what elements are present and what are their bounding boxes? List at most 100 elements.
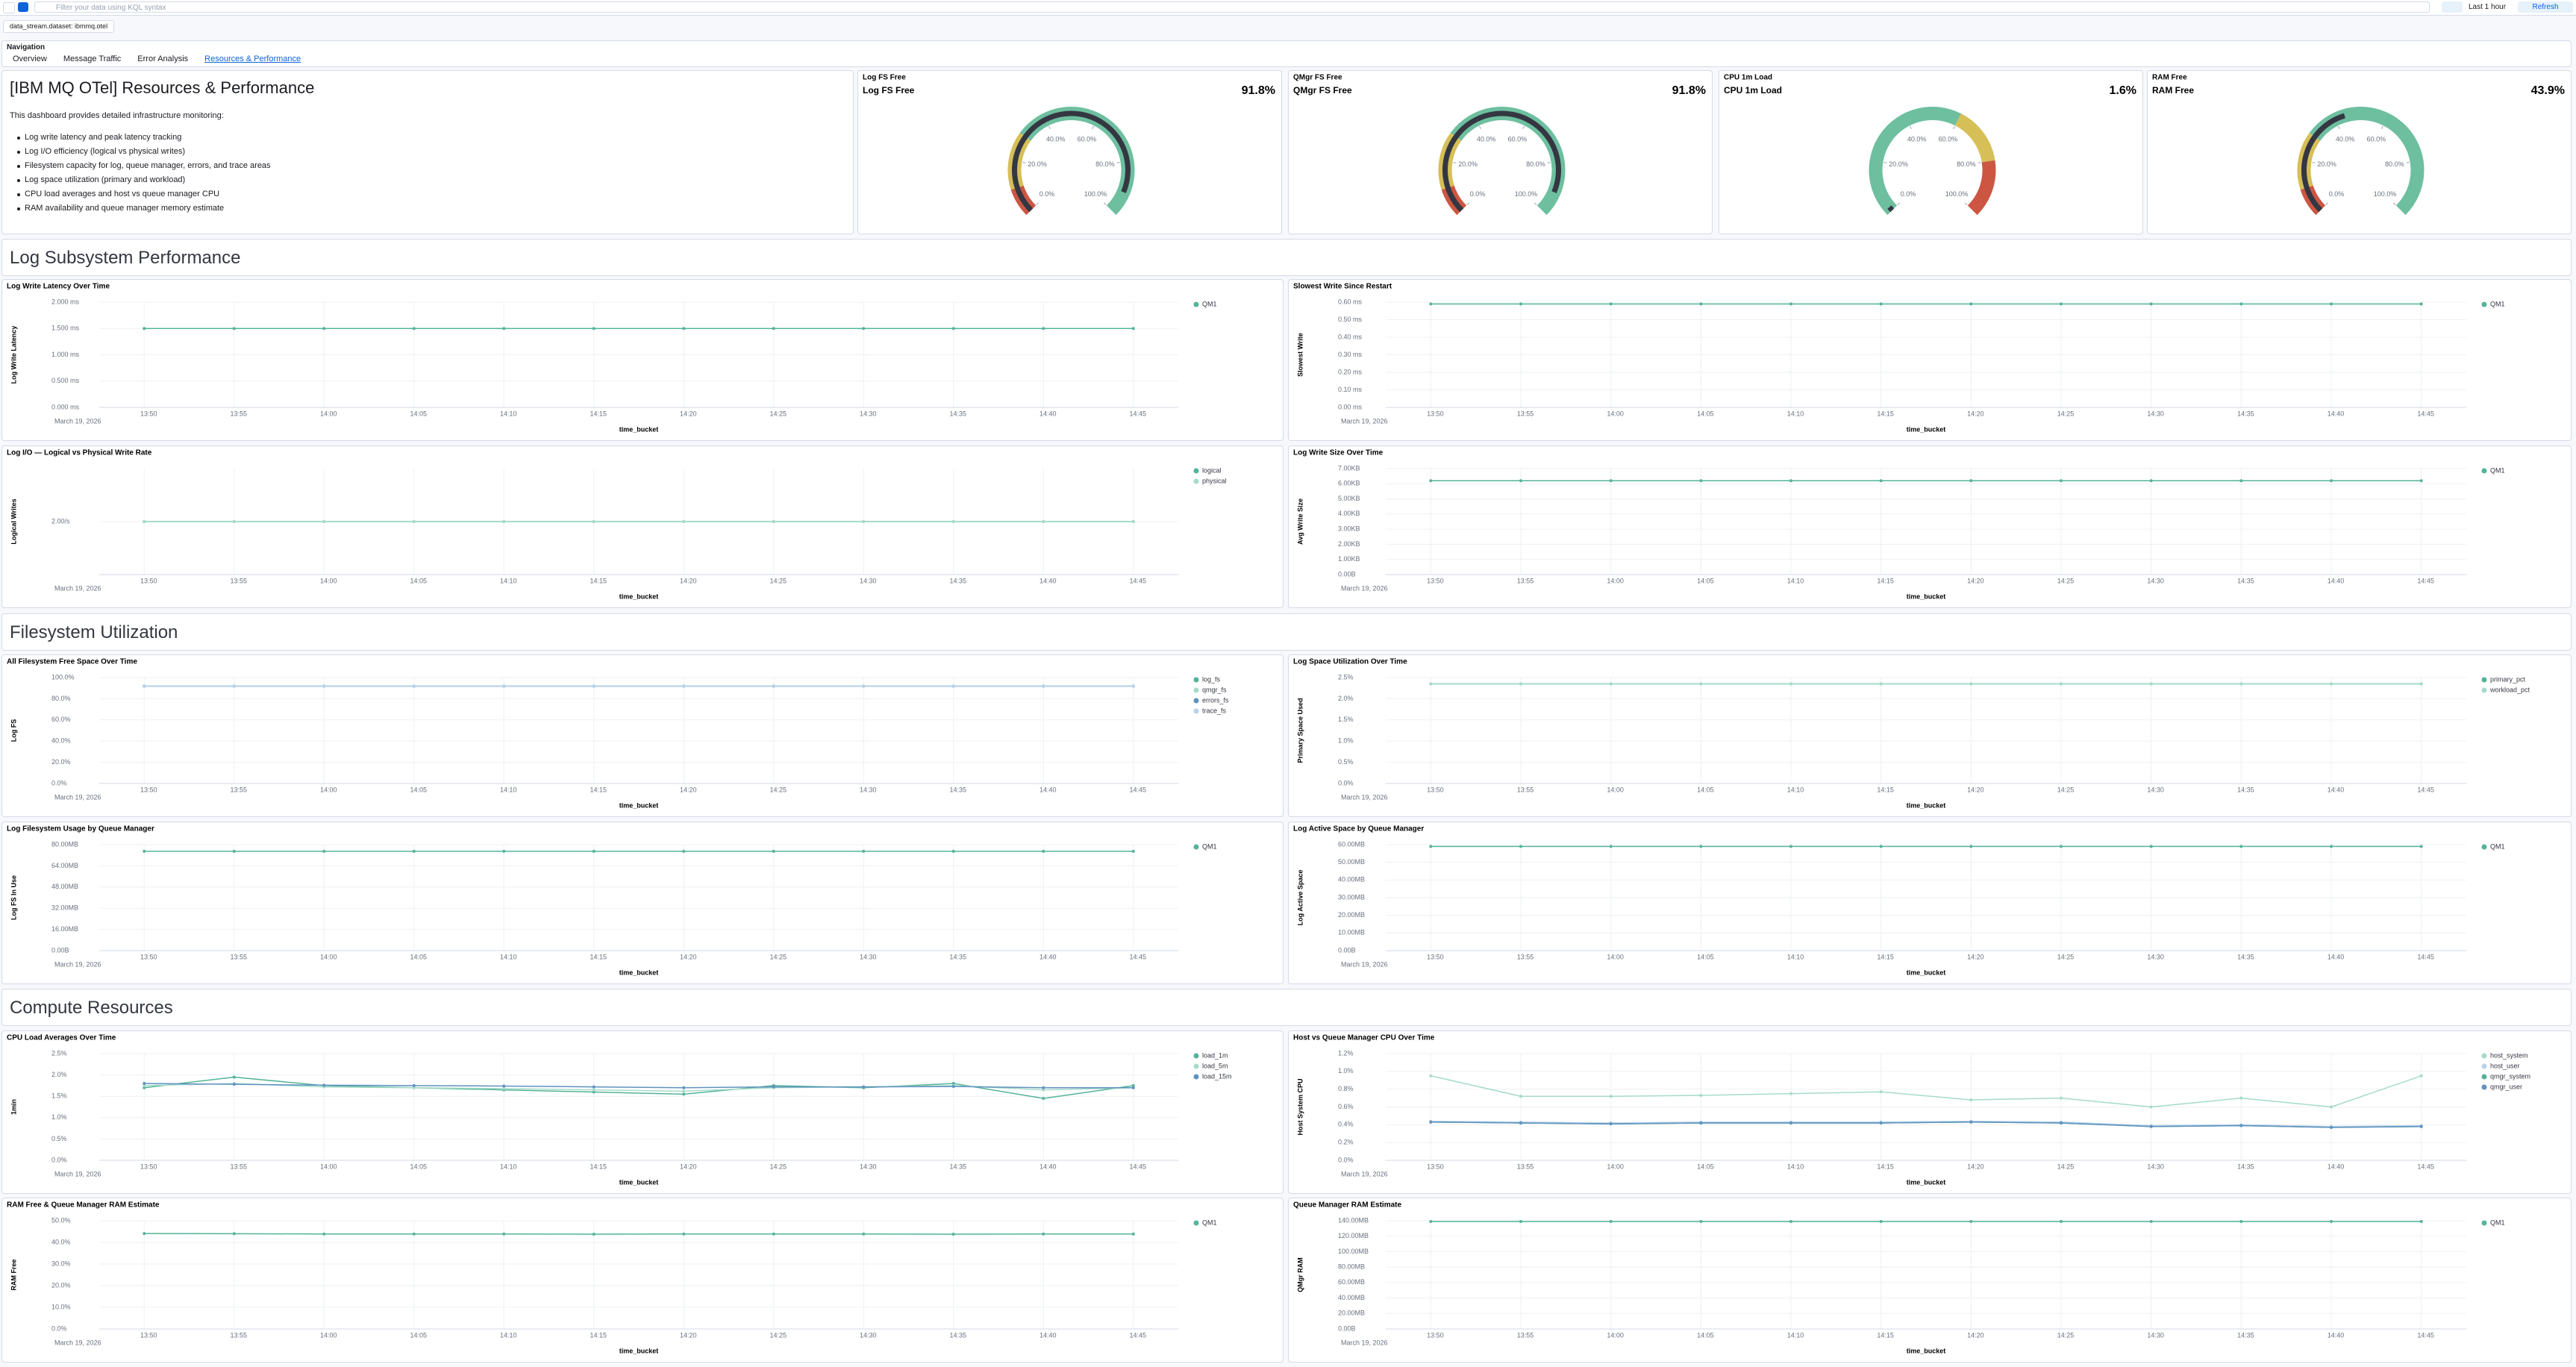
gauge-tick-label: 100.0% — [1084, 190, 1107, 198]
legend-swatch — [1193, 708, 1199, 714]
data-point — [1429, 1220, 1433, 1224]
data-point — [1699, 682, 1703, 686]
chart-title: Log Write Size Over Time — [1293, 449, 1384, 457]
line-chart: Log Active Space by Queue Manager 13:50 13… — [1293, 825, 2505, 977]
gauge-tick-label: 20.0% — [1458, 160, 1478, 168]
intro-text: This dashboard provides detailed infrast… — [10, 111, 224, 120]
x-tick-label: 14:40 — [2328, 1331, 2345, 1339]
x-tick-label: 14:45 — [1129, 1331, 1146, 1339]
y-tick-label: 1.5% — [1338, 716, 1354, 723]
gauge-tick-label: 60.0% — [1508, 135, 1528, 143]
legend-swatch — [1193, 301, 1199, 307]
x-tick-label: 13:50 — [140, 786, 157, 793]
x-tick-label: 13:55 — [1517, 953, 1534, 960]
x-tick-label: 14:10 — [1787, 1163, 1804, 1170]
time-range[interactable]: Last 1 hour — [2469, 3, 2507, 11]
x-tick-label: 13:50 — [140, 953, 157, 960]
y-tick-label: 0.00B — [1338, 1324, 1356, 1332]
x-tick-label: 14:45 — [2417, 410, 2434, 417]
legend-swatch — [1193, 687, 1199, 693]
x-tick-label: 13:50 — [140, 577, 157, 584]
x-tick-label: 14:15 — [1877, 577, 1894, 584]
data-point — [2060, 845, 2063, 848]
search-bar[interactable]: Filter your data using KQL syntax — [34, 1, 2430, 13]
y-tick-label: 0.0% — [51, 779, 67, 786]
data-point — [143, 684, 146, 688]
data-point — [951, 849, 955, 853]
x-tick-label: 13:50 — [1427, 1331, 1444, 1339]
data-point — [1879, 302, 1883, 306]
y-tick-label: 80.00MB — [51, 840, 78, 848]
x-tick-label: 14:40 — [2328, 953, 2345, 960]
x-tick-label: 14:25 — [769, 1163, 787, 1170]
x-tick-label: 14:20 — [680, 786, 697, 793]
filter-pill[interactable]: data_stream.dataset: ibmmq.otel — [3, 20, 115, 33]
legend-swatch — [1193, 478, 1199, 484]
x-tick-label: 14:15 — [590, 410, 607, 417]
nav-link[interactable]: Overview — [13, 54, 47, 63]
data-point — [143, 520, 146, 523]
x-tick-label: 14:45 — [1129, 577, 1146, 584]
nav-link[interactable]: Error Analysis — [137, 54, 189, 63]
x-tick-label: 14:05 — [1697, 1331, 1714, 1339]
data-point — [322, 684, 326, 688]
refresh-button[interactable]: Refresh — [2518, 1, 2573, 13]
gauge-tick-label: 100.0% — [2374, 190, 2397, 198]
x-tick-label: 14:00 — [1607, 1331, 1624, 1339]
gauge-tick — [1092, 125, 1094, 129]
nav-link[interactable]: Resources & Performance — [204, 54, 301, 63]
menu-button[interactable] — [3, 2, 15, 13]
x-tick-label: 14:05 — [410, 410, 427, 417]
legend-swatch — [1193, 1220, 1199, 1226]
legend-label: logical — [1202, 466, 1222, 474]
x-tick-label: 14:35 — [949, 577, 966, 584]
x-tick-label: 14:15 — [1877, 1331, 1894, 1339]
x-tick-label: 14:30 — [860, 410, 877, 417]
data-point — [1969, 1120, 1973, 1124]
x-tick-label: 14:35 — [949, 786, 966, 793]
data-point — [951, 520, 955, 523]
x-tick-label: 14:20 — [680, 1163, 697, 1170]
y-tick-label: 0.40 ms — [1338, 333, 1363, 340]
data-point — [1969, 1220, 1973, 1224]
y-tick-label: 140.00MB — [1338, 1216, 1369, 1224]
x-tick-label: 14:05 — [1697, 577, 1714, 584]
bullet-dot — [17, 179, 20, 182]
data-point — [1519, 682, 1522, 686]
legend-label: load_15m — [1202, 1072, 1232, 1080]
x-tick-label: 14:20 — [1967, 577, 1984, 584]
calendar-button[interactable] — [2442, 1, 2463, 13]
y-axis-title: RAM Free — [10, 1259, 17, 1290]
x-tick-label: 14:15 — [590, 786, 607, 793]
navigation-panel: Navigation Overview Message Traffic Error A… — [1, 40, 2572, 67]
y-tick-label: 0.2% — [1338, 1139, 1354, 1146]
gauge-tick-label: 60.0% — [1078, 135, 1097, 143]
y-tick-label: 48.00MB — [51, 883, 78, 890]
x-tick-label: 14:20 — [680, 410, 697, 417]
query-menu-button[interactable] — [18, 2, 28, 12]
x-tick-label: 14:30 — [860, 1163, 877, 1170]
y-tick-label: 5.00KB — [1338, 495, 1360, 502]
gauge-tick-label: 60.0% — [2367, 135, 2386, 143]
legend-label: log_fs — [1202, 675, 1221, 683]
intro-item: Filesystem capacity for log, queue manag… — [25, 161, 271, 170]
data-point — [322, 327, 326, 331]
data-point — [1969, 302, 1973, 306]
data-point — [1789, 1092, 1792, 1095]
legend-label: qmgr_system — [2490, 1072, 2530, 1080]
data-point — [1969, 1098, 1973, 1101]
x-tick-label: 14:15 — [590, 577, 607, 584]
line-chart: Log Space Utilization Over Time 13:50 13:5… — [1293, 658, 2530, 810]
y-tick-label: 60.00MB — [1338, 840, 1365, 848]
gauge-tick-label: 0.0% — [1470, 190, 1486, 198]
y-tick-label: 20.0% — [51, 1281, 71, 1289]
legend-swatch — [2481, 1053, 2487, 1059]
data-point — [682, 520, 686, 523]
data-point — [2330, 1105, 2333, 1109]
y-tick-label: 80.0% — [51, 695, 71, 702]
nav-link[interactable]: Message Traffic — [63, 54, 122, 63]
x-tick-label: 14:25 — [769, 1331, 787, 1339]
data-point — [2239, 682, 2243, 686]
data-point — [1609, 1220, 1613, 1224]
x-tick-label: 14:40 — [1040, 786, 1057, 793]
